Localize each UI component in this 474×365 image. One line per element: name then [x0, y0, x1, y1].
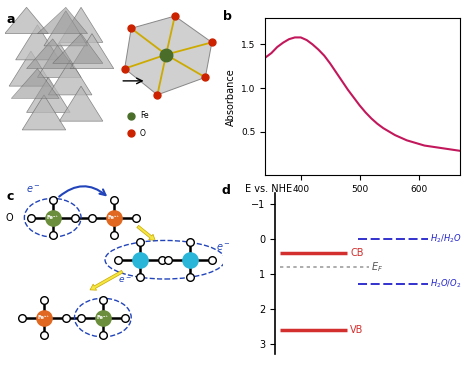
Text: CB: CB	[350, 248, 364, 258]
Polygon shape	[59, 7, 103, 42]
Polygon shape	[44, 11, 88, 46]
Text: Fe³⁺: Fe³⁺	[108, 215, 120, 220]
Text: b: b	[223, 11, 232, 23]
Text: Fe³⁺: Fe³⁺	[38, 315, 50, 320]
Text: VB: VB	[350, 324, 364, 335]
Text: O: O	[140, 129, 146, 138]
Text: Fe: Fe	[140, 111, 148, 120]
Polygon shape	[59, 86, 103, 121]
Text: a: a	[7, 12, 16, 26]
Text: Fe²⁺: Fe²⁺	[97, 315, 109, 320]
Text: O: O	[6, 213, 13, 223]
Polygon shape	[5, 7, 48, 34]
Text: $e^-$: $e^-$	[118, 275, 132, 284]
Text: c: c	[7, 190, 14, 203]
Polygon shape	[16, 25, 59, 60]
Polygon shape	[9, 51, 53, 86]
Text: E vs. NHE: E vs. NHE	[245, 184, 292, 194]
Text: $e^-$: $e^-$	[216, 242, 231, 253]
Polygon shape	[37, 7, 88, 34]
Text: $e^-$: $e^-$	[26, 184, 40, 195]
Polygon shape	[27, 77, 70, 112]
Y-axis label: Absorbance: Absorbance	[226, 68, 236, 126]
Text: d: d	[222, 184, 231, 197]
Text: $H_2/H_2O$: $H_2/H_2O$	[430, 233, 461, 245]
Polygon shape	[37, 42, 81, 77]
Polygon shape	[27, 39, 74, 69]
Text: $E_F$: $E_F$	[371, 260, 383, 274]
Polygon shape	[125, 16, 212, 95]
Polygon shape	[11, 69, 59, 99]
Polygon shape	[70, 34, 114, 69]
Polygon shape	[48, 60, 92, 95]
Text: Fe²⁺: Fe²⁺	[47, 215, 59, 220]
Polygon shape	[22, 95, 66, 130]
X-axis label: Wavelength(nm): Wavelength(nm)	[322, 200, 403, 210]
Polygon shape	[53, 34, 103, 64]
Text: $H_2O/O_2$: $H_2O/O_2$	[430, 277, 461, 290]
